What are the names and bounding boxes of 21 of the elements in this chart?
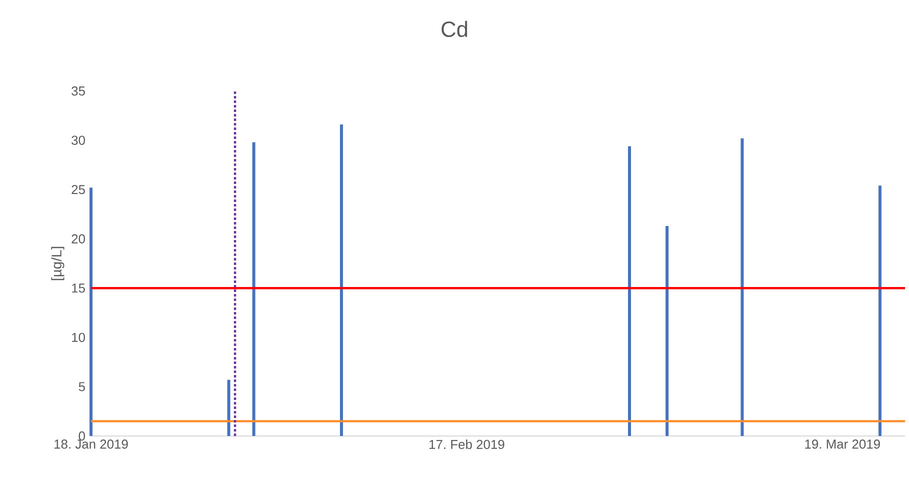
y-tick-label: 5 (78, 382, 85, 392)
bar (252, 142, 256, 436)
x-tick-label: 19. Mar 2019 (805, 440, 880, 449)
y-tick-label: 30 (72, 136, 85, 145)
y-tick-label: 20 (72, 234, 85, 244)
y-tick-label: 0 (78, 431, 85, 441)
y-tick-label: 25 (72, 184, 85, 194)
y-axis-title: [µg/L] (51, 246, 64, 280)
x-tick-label: 17. Feb 2019 (430, 440, 504, 450)
bar (340, 124, 343, 436)
bar (666, 226, 669, 436)
bar (740, 138, 744, 436)
bar (227, 380, 230, 436)
y-tick-label: 35 (72, 86, 85, 96)
bar (90, 188, 92, 436)
x-tick-label: 18. Jan 2019 (54, 440, 128, 449)
chart-title: Cd (442, 20, 468, 38)
y-tick-label: 10 (72, 332, 85, 342)
bar (628, 146, 631, 436)
y-tick-label: 15 (72, 284, 85, 293)
bar (878, 186, 882, 436)
